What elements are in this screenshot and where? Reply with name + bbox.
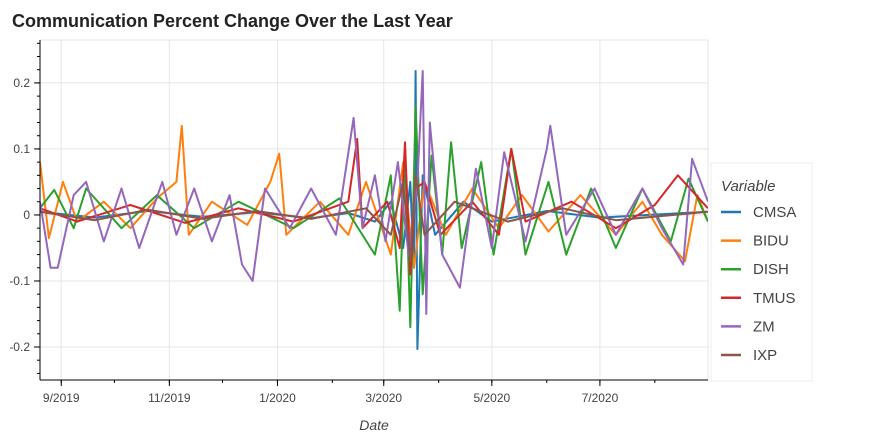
plot-area <box>40 70 708 350</box>
y-tick-label: -0.2 <box>9 340 30 354</box>
y-tick-label: 0.2 <box>13 76 30 90</box>
x-axis-label: Date <box>359 417 389 433</box>
axes: -0.2 -0.1 0 0.1 0.2 9/2019 11/2019 1/2020 3/2020… <box>9 40 708 405</box>
legend: Variable CMSA BIDU DISH TMUS ZM IXP <box>710 162 813 382</box>
y-tick-label: -0.1 <box>9 274 30 288</box>
x-tick-label: 7/2020 <box>582 391 619 405</box>
x-tick-label: 5/2020 <box>473 391 510 405</box>
legend-label-ixp: IXP <box>753 347 777 364</box>
y-tick-label: 0.1 <box>13 142 30 156</box>
legend-label-bidu: BIDU <box>753 233 789 250</box>
series-line-zm <box>40 70 708 315</box>
legend-title: Variable <box>721 178 775 195</box>
y-tick-label: 0 <box>23 208 30 222</box>
legend-box <box>710 162 813 382</box>
series-line-tmus <box>40 138 708 276</box>
series-lines <box>40 70 708 350</box>
series-line-bidu <box>40 124 708 269</box>
series-line-ixp <box>40 174 708 263</box>
x-tick-label: 1/2020 <box>259 391 296 405</box>
legend-label-dish: DISH <box>753 261 789 278</box>
x-tick-label: 11/2019 <box>148 391 191 405</box>
legend-label-zm: ZM <box>753 318 775 335</box>
legend-label-tmus: TMUS <box>753 290 796 307</box>
chart-title: Communication Percent Change Over the La… <box>12 11 453 31</box>
x-tick-label: 9/2019 <box>43 391 80 405</box>
x-tick-label: 3/2020 <box>365 391 402 405</box>
legend-label-cmsa: CMSA <box>753 204 796 221</box>
